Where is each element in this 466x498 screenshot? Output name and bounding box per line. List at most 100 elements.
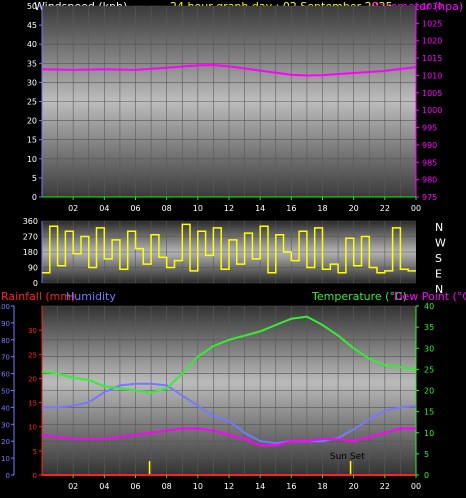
wind-tick-label: 25: [27, 98, 37, 107]
rain-tick-label: 20: [28, 375, 37, 383]
baro-tick-label: 1010: [422, 71, 442, 80]
wind-tick-label: 10: [27, 155, 37, 164]
direction-tick-label: 270: [23, 233, 38, 242]
wind-tick-label: 15: [27, 136, 37, 145]
temperature-header: Temperature (°C): [311, 290, 407, 303]
temp-tick-label: 30: [424, 344, 434, 353]
baro-tick-label: 980: [422, 176, 437, 185]
direction-tick-label: 90: [28, 264, 38, 273]
baro-tick-label: 995: [422, 124, 437, 133]
baro-tick-label: 1005: [422, 89, 442, 98]
x-tick-label: 12: [224, 482, 234, 491]
dewpoint-series-line: [41, 427, 416, 447]
temp-tick-label: 5: [424, 450, 429, 459]
compass-label: E: [435, 268, 442, 281]
temp-tick-label: 15: [424, 408, 434, 417]
baro-tick-label: 1025: [422, 19, 442, 28]
sunset-annotation: Sun Set: [330, 452, 365, 462]
temperature-series-line: [41, 315, 417, 394]
wind-tick-label: 50: [27, 2, 37, 11]
wind-tick-label: 20: [27, 117, 37, 126]
x-tick-label: 12: [224, 204, 234, 213]
wind-tick-label: 5: [32, 174, 37, 183]
baro-tick-label: 985: [422, 158, 437, 167]
humidity-tick-label: 100: [0, 303, 10, 311]
wind-baro-grid: [42, 5, 416, 198]
x-tick-label: 04: [99, 482, 109, 491]
humidity-tick-label: 20: [1, 438, 10, 446]
humidity-tick-label: 40: [1, 404, 10, 412]
rain-tick-label: 10: [28, 424, 37, 432]
humidity-tick-label: 60: [1, 371, 10, 379]
humidity-tick-label: 70: [1, 354, 10, 362]
barometer-series-line: [41, 63, 417, 77]
x-tick-label: 08: [162, 204, 172, 213]
baro-tick-label: 1015: [422, 54, 442, 63]
humidity-tick-label: 0: [6, 472, 10, 480]
rain-tick-label: 30: [28, 327, 37, 335]
sun-markers: [148, 461, 352, 475]
direction-tick-label: 360: [23, 217, 38, 226]
humidity-tick-label: 90: [1, 320, 10, 328]
dewpoint-header: Dew Point (°C): [394, 290, 466, 303]
x-tick-label: 02: [68, 204, 78, 213]
temp-tick-label: 20: [424, 387, 434, 396]
humidity-axis-ticks: 0 10 20 30 40 50 60 70 80 90 100: [0, 303, 14, 480]
wind-tick-label: 0: [32, 193, 37, 202]
wind-tick-label: 45: [27, 21, 37, 30]
baro-axis-ticks: 975 980 985 990 995 1000 1005 1010 1015 1020 1025 1…: [416, 2, 442, 202]
x-tick-label: 04: [99, 204, 109, 213]
x-tick-label: 06: [130, 204, 140, 213]
humidity-tick-label: 30: [1, 421, 10, 429]
x-tick-label: 08: [162, 482, 172, 491]
compass-label: N: [435, 283, 443, 296]
temp-tick-label: 25: [424, 365, 434, 374]
x-tick-label: 14: [255, 482, 265, 491]
x-tick-label: 22: [380, 204, 390, 213]
rainfall-header: Rainfall (mm): [1, 290, 75, 303]
x-tick-label: 10: [193, 482, 203, 491]
temp-tick-label: 10: [424, 429, 434, 438]
humidity-header: Humidity: [66, 290, 116, 303]
wind-tick-label: 40: [27, 40, 37, 49]
top-time-axis-ticks: 02 04 06 08 10 12 14 16 18 20 22 00: [68, 197, 421, 213]
baro-tick-label: 1020: [422, 37, 442, 46]
x-tick-label: 20: [349, 204, 359, 213]
temp-tick-label: 40: [424, 302, 434, 311]
baro-tick-label: 1000: [422, 106, 442, 115]
bottom-time-axis-ticks: 02 04 06 08 10 12 14 16 18 20 22 00: [68, 475, 421, 491]
baro-tick-label: 975: [422, 193, 437, 202]
compass-label: S: [435, 252, 442, 265]
compass-label: W: [435, 237, 446, 250]
x-tick-label: 22: [380, 482, 390, 491]
humidity-tick-label: 10: [1, 455, 10, 463]
direction-axis-ticks: 0 90 180 270 360: [23, 217, 38, 288]
x-tick-label: 20: [349, 482, 359, 491]
rain-tick-label: 25: [28, 351, 37, 359]
humidity-tick-label: 80: [1, 337, 10, 345]
temp-tick-label: 0: [424, 471, 429, 480]
x-tick-label: 10: [193, 204, 203, 213]
wind-axis-ticks: 0 5 10 15 20 25 30 35 40 45 50: [27, 2, 42, 202]
baro-tick-label: 1030: [422, 2, 442, 11]
x-tick-label: 06: [130, 482, 140, 491]
humidity-tick-label: 50: [1, 388, 10, 396]
x-tick-label: 00: [411, 204, 421, 213]
compass-label: N: [435, 221, 443, 234]
rain-tick-label: 5: [33, 448, 37, 456]
humidity-series-line: [42, 382, 417, 444]
temp-tick-label: 35: [424, 323, 434, 332]
direction-tick-label: 180: [23, 248, 38, 257]
temp-axis-ticks: 0 5 10 15 20 25 30 35 40: [416, 302, 434, 480]
x-tick-label: 18: [317, 482, 327, 491]
x-tick-label: 00: [411, 482, 421, 491]
rain-tick-label: 15: [28, 400, 37, 408]
x-tick-label: 18: [317, 204, 327, 213]
wind-tick-label: 30: [27, 78, 37, 87]
wind-direction-series-line: [42, 223, 416, 274]
x-tick-label: 14: [255, 204, 265, 213]
direction-tick-label: 0: [33, 279, 38, 288]
baro-tick-label: 990: [422, 141, 437, 150]
